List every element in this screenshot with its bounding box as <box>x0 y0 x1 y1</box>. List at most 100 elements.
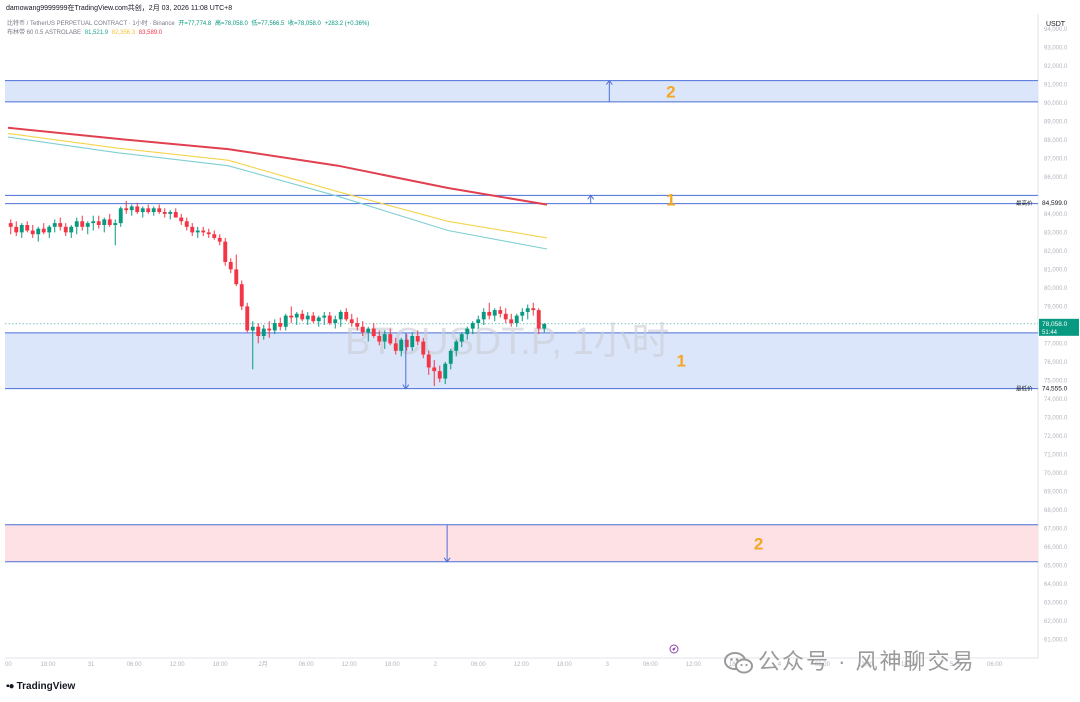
price-tick-label: 84,000.0 <box>1044 212 1068 218</box>
time-tick-label: 18:00 <box>385 662 401 668</box>
candle-body <box>470 323 475 329</box>
price-tick-label: 61,000.0 <box>1044 637 1068 643</box>
candle-body <box>157 208 162 213</box>
candle-body <box>289 315 294 318</box>
price-tick-label: 76,000.0 <box>1044 360 1068 366</box>
time-tick-label: 06:00 <box>987 662 1003 668</box>
currency-label: USDT <box>1046 21 1066 28</box>
price-level-tag-bg <box>1039 383 1079 394</box>
indicator-legend: 布林带 60 0.5 ASTROLABE 81,521.9 82,356.3 8… <box>7 27 162 36</box>
watermark-text: 公众号 · 风神聊交易 <box>758 649 976 674</box>
time-tick-label: 2月 <box>258 661 267 668</box>
zone-arrowhead <box>587 194 595 200</box>
bar-countdown: 51:44 <box>1042 330 1058 336</box>
candle-body <box>206 232 211 235</box>
candle-body <box>316 317 321 322</box>
symbol-legend: 比特币 / TetherUS PERPETUAL CONTRACT · 1小时 … <box>7 18 369 27</box>
candle-body <box>492 310 497 316</box>
moving-average-line <box>7 132 548 239</box>
time-tick-label: 06:00 <box>471 662 487 668</box>
price-tick-label: 64,000.0 <box>1044 582 1068 588</box>
candle-body <box>514 315 519 324</box>
zone-rect <box>5 80 1038 102</box>
time-tick-label: 12:00 <box>858 662 874 668</box>
candle-body <box>498 310 503 314</box>
chart-header-title: damowang9999999在TradingView.com共创，2月 03,… <box>6 5 233 12</box>
candle-body <box>85 223 90 227</box>
candle-body <box>91 221 96 224</box>
candle-body <box>124 208 129 211</box>
candle-body <box>14 226 19 233</box>
candle-body <box>151 208 156 213</box>
symbol-watermark: BTCUSDT.P, 1小时 <box>345 321 670 363</box>
candle-body <box>234 269 239 285</box>
candle-body <box>443 363 448 379</box>
candle-body <box>432 367 437 372</box>
time-tick-label: 3 <box>606 662 610 668</box>
candle-body <box>52 223 57 227</box>
replay-icon-mark <box>672 647 676 651</box>
ohlc-change: +283.2 (+0.36%) <box>324 21 370 27</box>
price-tick-label: 94,000.0 <box>1044 27 1068 33</box>
price-tick-label: 81,000.0 <box>1044 267 1068 273</box>
candle-body <box>30 230 35 235</box>
candle-body <box>256 326 261 336</box>
price-level-value: 74,555.0 <box>1042 386 1068 393</box>
price-tick-label: 68,000.0 <box>1044 508 1068 514</box>
price-tick-label: 62,000.0 <box>1044 619 1068 625</box>
candle-body <box>118 208 123 224</box>
price-level-value: 84,599.0 <box>1042 200 1068 207</box>
price-tick-label: 69,000.0 <box>1044 489 1068 495</box>
price-level-tag-bg <box>1039 197 1079 208</box>
time-tick-label: 18:00 <box>901 662 917 668</box>
price-tick-label: 75,000.0 <box>1044 378 1068 384</box>
candle-body <box>371 328 376 336</box>
candle-body <box>459 334 464 342</box>
candle-body <box>228 261 233 270</box>
candle-body <box>283 315 288 327</box>
price-tick-label: 86,000.0 <box>1044 175 1068 181</box>
wechat-watermark: 公众号 · 风神聊交易 <box>724 644 976 676</box>
ohlc-close: 收=78,058.0 <box>288 21 321 27</box>
indicator-value-1: 81,521.9 <box>84 30 109 36</box>
candle-body <box>388 334 393 344</box>
candle-body <box>223 241 228 262</box>
zone-arrowhead <box>443 557 451 563</box>
candle-body <box>404 339 409 348</box>
candle-body <box>173 212 178 218</box>
candle-body <box>338 311 343 320</box>
price-tick-label: 70,000.0 <box>1044 471 1068 477</box>
candle-body <box>107 219 112 225</box>
candle-body <box>217 237 222 242</box>
candle-body <box>184 221 189 227</box>
candle-body <box>135 206 140 213</box>
indicator-name: 布林带 60 0.5 ASTROLABE <box>7 30 82 36</box>
last-price-tag <box>1039 318 1079 336</box>
time-tick-label: 31 <box>88 662 95 668</box>
candle-body <box>179 217 184 222</box>
candle-body <box>503 313 508 320</box>
candle-body <box>69 226 74 233</box>
time-tick-label: 06:00 <box>299 662 315 668</box>
time-tick-label: 12:00 <box>342 662 358 668</box>
candle-body <box>19 224 24 233</box>
candle-body <box>190 226 195 233</box>
candle-body <box>239 284 244 307</box>
time-tick-label: 18:00 <box>41 662 57 668</box>
last-price-value: 78,058.0 <box>1042 321 1068 328</box>
candle-body <box>36 228 41 235</box>
candle-body <box>245 306 250 331</box>
zone-number-label: 1 <box>666 191 675 210</box>
candle-body <box>250 326 255 331</box>
candle-body <box>168 212 173 214</box>
price-tick-label: 80,000.0 <box>1044 286 1068 292</box>
candle-body <box>520 311 525 316</box>
candle-body <box>542 323 547 329</box>
candle-body <box>525 308 530 312</box>
zone-rect <box>5 524 1038 562</box>
indicator-value-3: 83,589.0 <box>138 30 163 36</box>
time-tick-label: 2 <box>434 662 438 668</box>
zone-rect <box>5 332 1038 389</box>
candle-body <box>360 326 365 333</box>
